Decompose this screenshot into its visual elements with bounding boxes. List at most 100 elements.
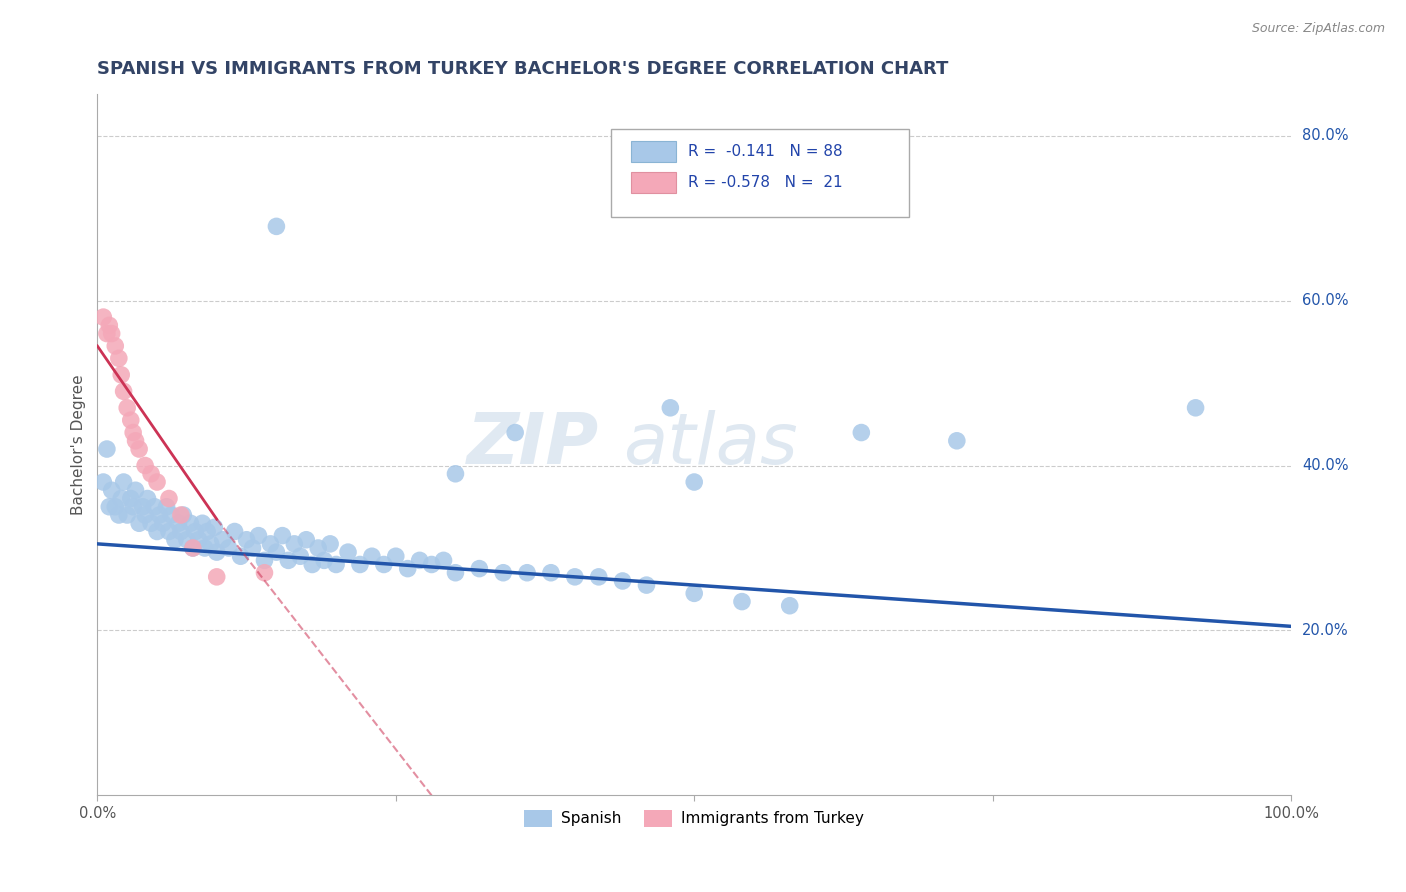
Spanish <box>1184 401 1206 415</box>
Text: 40.0%: 40.0% <box>1302 458 1348 473</box>
Immigrants from Turkey <box>253 566 276 580</box>
Spanish <box>612 574 634 588</box>
Spanish <box>290 549 312 564</box>
Text: ZIP: ZIP <box>467 410 599 479</box>
Immigrants from Turkey <box>205 570 228 584</box>
Text: R = -0.578   N =  21: R = -0.578 N = 21 <box>689 175 842 190</box>
Spanish <box>492 566 515 580</box>
Spanish <box>176 533 198 547</box>
Immigrants from Turkey <box>134 458 156 473</box>
Spanish <box>96 442 118 456</box>
Spanish <box>143 500 166 514</box>
Spanish <box>187 533 209 547</box>
Spanish <box>242 541 264 555</box>
Spanish <box>266 219 288 234</box>
Spanish <box>139 516 162 531</box>
FancyBboxPatch shape <box>631 142 676 162</box>
Spanish <box>319 537 342 551</box>
Spanish <box>191 516 214 531</box>
FancyBboxPatch shape <box>631 171 676 193</box>
Immigrants from Turkey <box>146 475 169 489</box>
Spanish <box>148 508 170 522</box>
Text: 20.0%: 20.0% <box>1302 623 1348 638</box>
Spanish <box>683 475 706 489</box>
Immigrants from Turkey <box>170 508 193 522</box>
Immigrants from Turkey <box>100 326 122 341</box>
Spanish <box>104 500 127 514</box>
Spanish <box>468 561 491 575</box>
Immigrants from Turkey <box>115 401 138 415</box>
Spanish <box>301 558 323 572</box>
Spanish <box>349 558 371 572</box>
Immigrants from Turkey <box>128 442 150 456</box>
Spanish <box>325 558 347 572</box>
Spanish <box>202 520 225 534</box>
Spanish <box>266 545 288 559</box>
Spanish <box>157 524 180 539</box>
Spanish <box>444 566 467 580</box>
Spanish <box>337 545 360 559</box>
Spanish <box>373 558 395 572</box>
Spanish <box>516 566 538 580</box>
Spanish <box>540 566 562 580</box>
Spanish <box>659 401 682 415</box>
Spanish <box>91 475 114 489</box>
Spanish <box>235 533 257 547</box>
Text: Source: ZipAtlas.com: Source: ZipAtlas.com <box>1251 22 1385 36</box>
Spanish <box>200 537 222 551</box>
Spanish <box>136 491 159 506</box>
Spanish <box>155 500 177 514</box>
Spanish <box>444 467 467 481</box>
Spanish <box>503 425 526 440</box>
Spanish <box>259 537 281 551</box>
Spanish <box>588 570 610 584</box>
Legend: Spanish, Immigrants from Turkey: Spanish, Immigrants from Turkey <box>519 804 870 833</box>
Spanish <box>184 524 207 539</box>
Immigrants from Turkey <box>112 384 135 399</box>
Spanish <box>205 545 228 559</box>
Text: atlas: atlas <box>623 410 797 479</box>
Spanish <box>170 524 193 539</box>
Spanish <box>253 553 276 567</box>
Spanish <box>247 528 270 542</box>
Spanish <box>361 549 384 564</box>
Spanish <box>160 508 183 522</box>
Immigrants from Turkey <box>124 434 146 448</box>
Spanish <box>636 578 658 592</box>
Immigrants from Turkey <box>91 310 114 324</box>
Spanish <box>271 528 294 542</box>
Spanish <box>132 500 155 514</box>
Spanish <box>98 500 121 514</box>
Immigrants from Turkey <box>122 425 145 440</box>
Spanish <box>731 594 754 608</box>
Spanish <box>396 561 419 575</box>
Spanish <box>124 483 146 498</box>
Spanish <box>779 599 801 613</box>
Spanish <box>122 500 145 514</box>
FancyBboxPatch shape <box>610 129 910 217</box>
Immigrants from Turkey <box>96 326 118 341</box>
Spanish <box>218 541 240 555</box>
Spanish <box>110 491 132 506</box>
Spanish <box>384 549 406 564</box>
Spanish <box>100 483 122 498</box>
Spanish <box>167 516 190 531</box>
Immigrants from Turkey <box>104 339 127 353</box>
Immigrants from Turkey <box>98 318 121 333</box>
Y-axis label: Bachelor's Degree: Bachelor's Degree <box>72 375 86 516</box>
Spanish <box>851 425 873 440</box>
Spanish <box>229 549 252 564</box>
Immigrants from Turkey <box>181 541 204 555</box>
Spanish <box>146 524 169 539</box>
Spanish <box>295 533 318 547</box>
Spanish <box>283 537 305 551</box>
Spanish <box>408 553 430 567</box>
Spanish <box>115 508 138 522</box>
Spanish <box>172 508 194 522</box>
Spanish <box>420 558 443 572</box>
Immigrants from Turkey <box>139 467 162 481</box>
Immigrants from Turkey <box>108 351 131 366</box>
Spanish <box>683 586 706 600</box>
Immigrants from Turkey <box>157 491 180 506</box>
Spanish <box>194 541 217 555</box>
